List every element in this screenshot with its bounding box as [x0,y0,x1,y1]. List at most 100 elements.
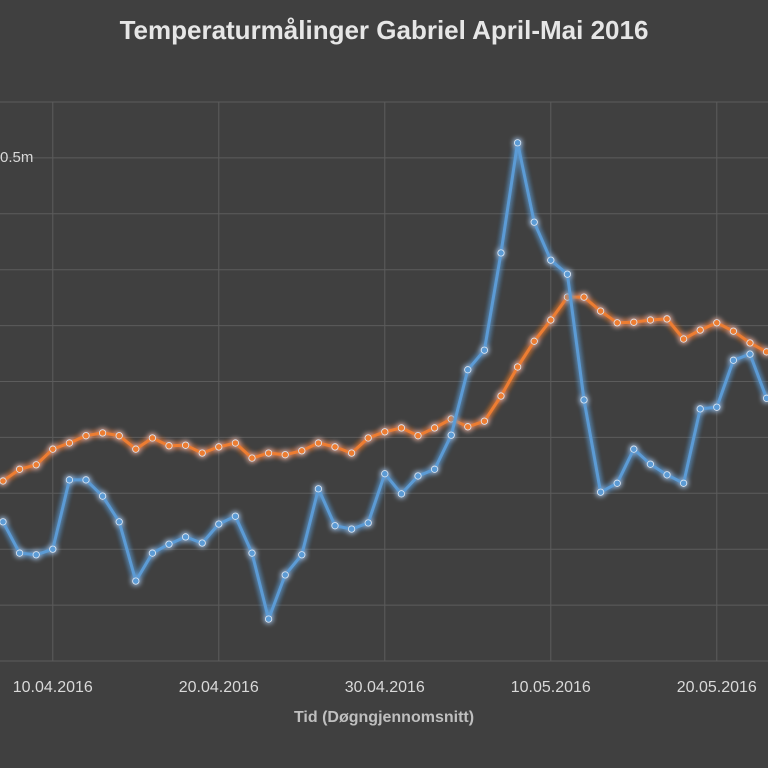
data-point [596,488,605,496]
data-point [231,439,239,447]
chart-title: Temperaturmålinger Gabriel April-Mai 201… [120,15,649,45]
data-point [231,512,239,520]
data-point [0,518,7,526]
data-point [182,533,190,541]
data-point [497,392,505,400]
data-point [580,293,588,301]
data-point [663,471,671,479]
data-point [182,441,190,449]
data-point [381,428,389,436]
data-point [746,339,754,347]
data-point [646,316,655,324]
data-point [480,417,488,425]
data-point [314,485,322,493]
data-point [248,454,256,462]
data-point [497,249,505,257]
data-point [513,139,522,147]
data-point [248,549,256,557]
data-point [563,270,572,278]
data-point [746,350,754,358]
data-point [580,396,588,404]
data-point [547,256,555,264]
data-point [596,307,605,315]
data-point [480,346,488,354]
data-point [630,445,638,453]
data-point [264,449,273,457]
data-point [347,449,356,457]
data-point [165,540,173,548]
data-point [314,439,322,447]
data-point [530,337,538,345]
data-point [99,492,107,500]
series [0,139,768,623]
data-point [281,451,289,459]
data-point [397,424,405,432]
data-point [663,315,671,323]
data-point [132,445,140,453]
data-point [613,319,621,327]
data-point [99,429,107,437]
data-point [729,356,738,364]
data-point [547,316,555,324]
data-point [763,348,768,356]
data-point [679,335,688,343]
data-point [115,432,123,440]
data-point [646,460,655,468]
data-point [397,490,405,498]
data-point [763,394,768,402]
data-point [696,326,704,334]
data-point [215,520,223,528]
data-point [148,549,156,557]
data-point [298,447,306,455]
data-point [82,476,90,484]
data-point [430,424,439,432]
data-point [464,366,472,374]
data-point [115,518,123,526]
x-tick-label: 20.05.2016 [677,679,757,696]
data-point [630,318,638,326]
data-point [713,319,721,327]
data-point [15,465,24,473]
data-point [364,434,372,442]
data-point [32,551,40,559]
data-point [414,432,422,440]
data-point [364,519,372,527]
x-tick-label: 10.04.2016 [13,679,93,696]
data-point [0,477,7,485]
data-point [264,615,273,623]
data-point [49,445,57,453]
data-point [530,218,538,226]
data-point [696,405,704,413]
data-point [165,442,173,450]
data-point [447,431,455,439]
x-tick-label: 20.04.2016 [179,679,259,696]
x-tick-label: 10.05.2016 [511,679,591,696]
data-point [331,522,339,530]
data-point [49,545,57,553]
data-point [132,577,140,585]
legend-fragment: 0.5m [0,149,33,166]
data-point [414,472,422,480]
data-point [381,470,389,478]
data-point [148,434,156,442]
data-point [281,571,289,579]
data-point [15,549,24,557]
data-point [613,479,621,487]
data-point [32,461,40,469]
data-point [464,423,472,431]
data-point [347,525,356,533]
data-point [65,476,74,484]
data-point [82,432,90,440]
data-point [215,443,223,451]
data-point [430,465,439,473]
data-point [729,327,738,335]
data-point [513,363,522,371]
data-point [198,539,206,547]
x-axis-label: Tid (Døgngjennomsnitt) [294,709,474,726]
data-point [679,479,688,487]
data-point [65,439,74,447]
x-tick-label: 30.04.2016 [345,679,425,696]
